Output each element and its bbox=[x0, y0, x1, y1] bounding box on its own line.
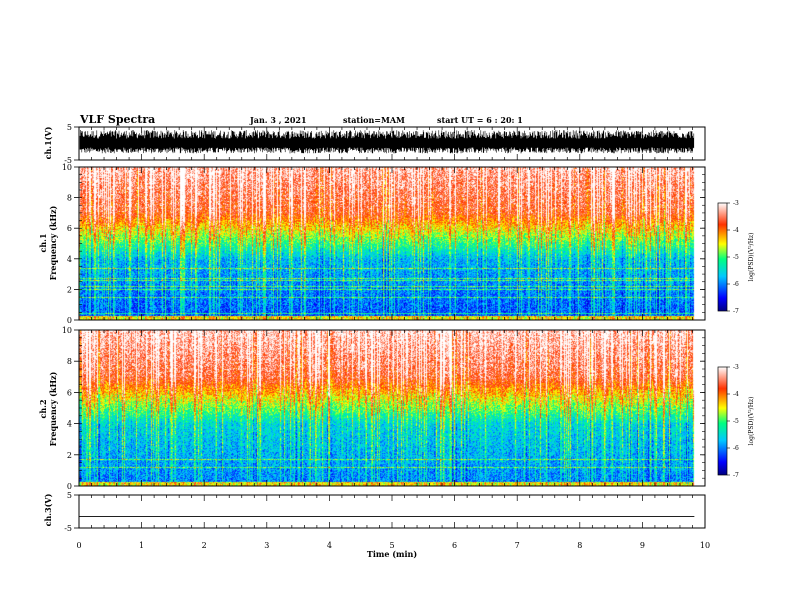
spectrogram-image bbox=[79, 330, 705, 486]
ch2-spec-ylabel: Frequency (kHz) bbox=[48, 371, 58, 446]
colorbar-tick-label: -5 bbox=[733, 418, 739, 425]
y-tick-label: 4 bbox=[67, 420, 72, 429]
ch1-waveform-panel: 5 -5 bbox=[64, 123, 706, 165]
y-tick-label: -5 bbox=[64, 156, 72, 165]
ch3-waveform-ylabel: ch.3(V) bbox=[43, 493, 53, 526]
y-tick-label: 8 bbox=[67, 357, 72, 366]
y-tick-label: 6 bbox=[67, 388, 72, 397]
y-tick-label: 0 bbox=[67, 482, 72, 491]
colorbar-tick-label: -7 bbox=[733, 308, 739, 315]
y-tick-label: 0 bbox=[67, 316, 72, 325]
x-axis-label: Time (min) bbox=[367, 549, 417, 559]
x-tick-label: 5 bbox=[389, 541, 394, 550]
y-tick-label: 4 bbox=[67, 255, 72, 264]
colorbar-tick-label: -4 bbox=[733, 227, 739, 234]
y-tick-label: 6 bbox=[67, 224, 72, 233]
ch1-spec-ylabel: Frequency (kHz) bbox=[48, 205, 58, 280]
x-tick-label: 1 bbox=[139, 541, 144, 550]
x-tick-label: 8 bbox=[577, 541, 582, 550]
date-label: Jan. 3 , 2021 bbox=[249, 115, 307, 125]
figure-title: VLF Spectra bbox=[79, 113, 155, 126]
y-tick-label: 8 bbox=[67, 194, 72, 203]
y-tick-label: 5 bbox=[67, 491, 72, 500]
y-tick-label: 5 bbox=[67, 123, 72, 132]
colorbar-tick-label: -3 bbox=[733, 200, 739, 207]
y-tick-label: 2 bbox=[67, 451, 72, 460]
colorbar-tick-label: -5 bbox=[733, 254, 739, 261]
start-time-label: start UT = 6 : 20: 1 bbox=[437, 115, 523, 125]
colorbar-tick-label: -4 bbox=[733, 391, 739, 398]
ch2-spectrogram-panel: 0 2 4 6 8 10 bbox=[62, 326, 706, 491]
colorbar-tick-label: -7 bbox=[733, 472, 739, 479]
station-label: station=MAM bbox=[343, 115, 405, 125]
x-tick-label: 2 bbox=[202, 541, 207, 550]
y-tick-label: 10 bbox=[62, 163, 72, 172]
ch1-spectrogram-panel: 0 2 4 6 8 10 bbox=[62, 163, 706, 325]
colorbar-ch1: -3 -4 -5 -6 -7 log(PSD)(V²/Hz) bbox=[717, 200, 755, 315]
y-tick-label: 10 bbox=[62, 326, 72, 335]
x-tick-label: 4 bbox=[327, 541, 332, 550]
ch1-waveform-trace bbox=[79, 130, 695, 154]
x-tick-label: 3 bbox=[264, 541, 269, 550]
colorbar-gradient bbox=[717, 202, 728, 312]
colorbar-label: log(PSD)(V²/Hz) bbox=[748, 397, 755, 446]
y-tick-label: -5 bbox=[64, 524, 72, 533]
colorbar-tick-label: -3 bbox=[733, 364, 739, 371]
spectrogram-image bbox=[79, 167, 705, 320]
x-tick-label: 0 bbox=[76, 541, 81, 550]
x-tick-label: 7 bbox=[515, 541, 520, 550]
y-tick-label: 2 bbox=[67, 285, 72, 294]
colorbar-tick-label: -6 bbox=[733, 445, 739, 452]
x-tick-label: 10 bbox=[700, 541, 710, 550]
ch2-spec-ylabel-top: ch.2 bbox=[38, 399, 48, 418]
colorbar-label: log(PSD)(V²/Hz) bbox=[748, 233, 755, 282]
x-tick-label: 6 bbox=[452, 541, 457, 550]
x-axis: 0 1 2 3 4 5 6 7 8 9 10 bbox=[76, 541, 710, 550]
ch1-spec-ylabel-top: ch.1 bbox=[38, 233, 48, 252]
colorbar-ch2: -3 -4 -5 -6 -7 log(PSD)(V²/Hz) bbox=[717, 364, 755, 479]
colorbar-gradient bbox=[717, 366, 728, 476]
x-tick-label: 9 bbox=[640, 541, 645, 550]
ch1-waveform-ylabel: ch.1(V) bbox=[43, 126, 53, 159]
colorbar-tick-label: -6 bbox=[733, 281, 739, 288]
ch3-waveform-panel: 5 -5 bbox=[64, 491, 706, 533]
